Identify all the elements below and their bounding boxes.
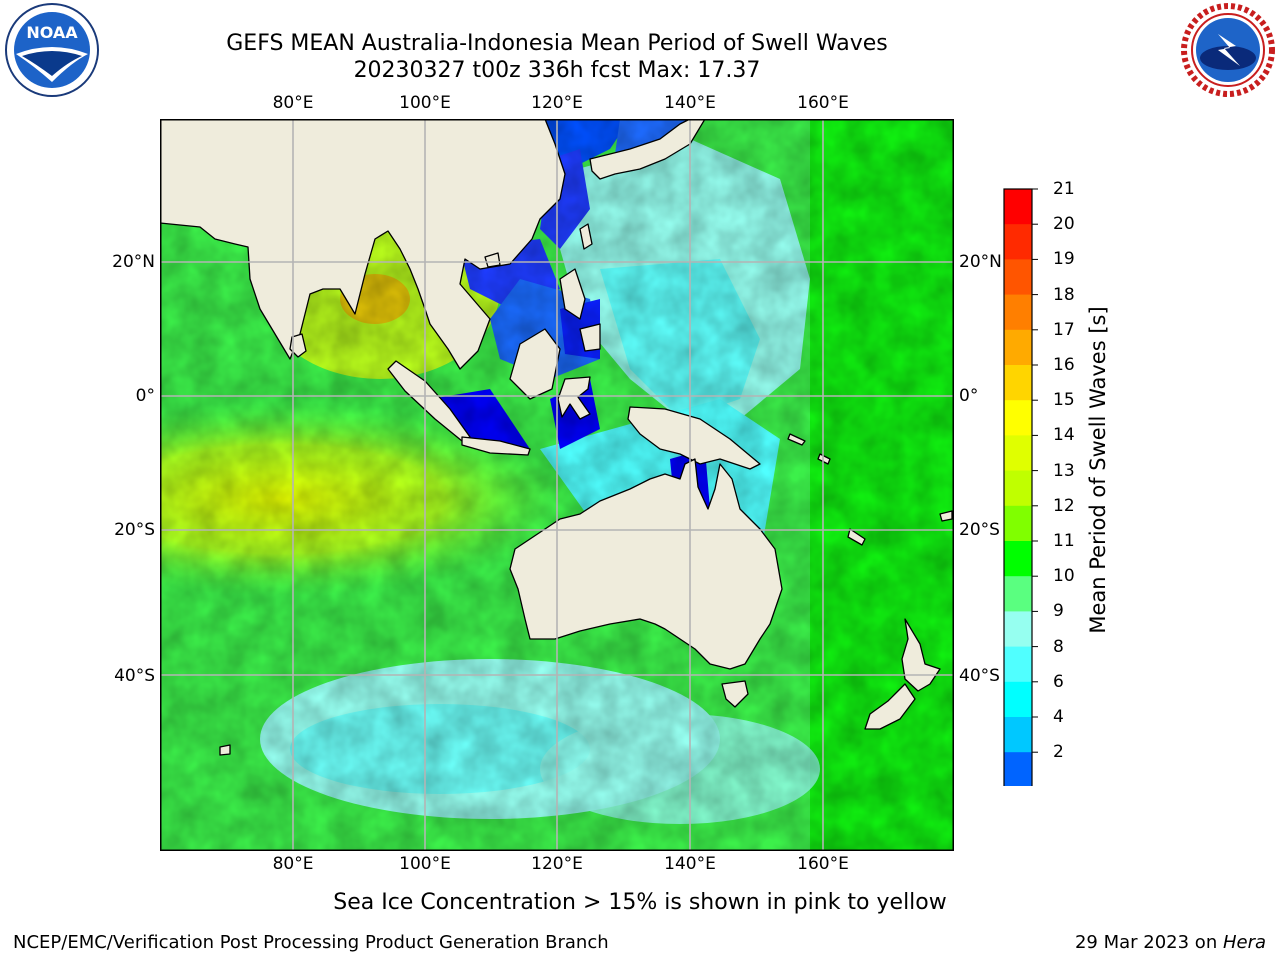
colorbar-outline xyxy=(1003,188,1033,786)
colorbar-segment xyxy=(1004,435,1032,472)
lat-tick-left-20s: 20°S xyxy=(114,520,155,540)
colorbar-segment xyxy=(1004,681,1032,718)
lon-tick-bottom-100e: 100°E xyxy=(399,854,451,874)
colorbar-tick-label: 18 xyxy=(1053,284,1075,305)
colorbar-segment xyxy=(1004,189,1032,225)
colorbar-tick-label: 9 xyxy=(1053,601,1064,622)
footer-date-text: 29 Mar 2023 on xyxy=(1074,932,1223,953)
colorbar-segment xyxy=(1004,611,1032,648)
lon-tick-top-140e: 140°E xyxy=(664,93,716,113)
colorbar-tick-label: 11 xyxy=(1053,531,1075,551)
lat-tick-right-20n: 20°N xyxy=(959,252,1002,272)
colorbar-tick-label: 19 xyxy=(1053,249,1075,270)
colorbar-segment xyxy=(1004,576,1032,612)
colorbar-tick-label: 12 xyxy=(1053,495,1075,516)
colorbar xyxy=(1003,188,1038,786)
lon-tick-top-80e: 80°E xyxy=(272,93,314,113)
colorbar-tick-label: 6 xyxy=(1053,671,1064,692)
footer-credit: NCEP/EMC/Verification Post Processing Pr… xyxy=(13,932,609,953)
colorbar-tick-label: 17 xyxy=(1053,319,1075,340)
lat-tick-right-40s: 40°S xyxy=(959,666,1000,686)
colorbar-segment xyxy=(1004,400,1032,436)
colorbar-segment xyxy=(1004,365,1032,401)
colorbar-tick-label: 15 xyxy=(1053,390,1075,411)
colorbar-tick-label: 10 xyxy=(1053,566,1075,587)
colorbar-segment xyxy=(1004,717,1032,753)
colorbar-tick-label: 4 xyxy=(1053,707,1064,727)
nws-logo xyxy=(1181,3,1275,97)
footer-date: 29 Mar 2023 on Hera xyxy=(1075,932,1266,953)
colorbar-segment xyxy=(1004,329,1032,366)
colorbar-label: Mean Period of Swell Waves [s] xyxy=(1086,306,1110,634)
colorbar-segment xyxy=(1004,224,1032,260)
swell-period-map xyxy=(160,119,954,851)
map-subtitle: 20230327 t00z 336h fcst Max: 17.37 xyxy=(353,58,761,83)
lat-tick-left-20n: 20°N xyxy=(112,252,155,272)
colorbar-segment xyxy=(1004,505,1032,542)
lon-tick-bottom-160e: 160°E xyxy=(797,854,849,874)
lat-tick-right-20s: 20°S xyxy=(959,520,1000,540)
lon-tick-bottom-140e: 140°E xyxy=(664,854,716,874)
lon-tick-bottom-80e: 80°E xyxy=(272,854,314,874)
lat-tick-right-0: 0° xyxy=(959,386,979,406)
colorbar-tick-label: 21 xyxy=(1053,179,1075,199)
svg-text:NOAA: NOAA xyxy=(26,23,78,42)
colorbar-segment xyxy=(1004,259,1032,296)
lon-tick-bottom-120e: 120°E xyxy=(531,854,583,874)
lat-tick-left-0: 0° xyxy=(135,386,155,406)
colorbar-tick-label: 13 xyxy=(1053,460,1075,481)
lat-tick-left-40s: 40°S xyxy=(114,666,155,686)
lon-tick-top-100e: 100°E xyxy=(399,93,451,113)
footer-machine: Hera xyxy=(1222,932,1266,953)
colorbar-segment xyxy=(1004,541,1032,577)
colorbar-tick-label: 14 xyxy=(1053,425,1075,446)
colorbar-segment xyxy=(1004,752,1032,786)
colorbar-segment xyxy=(1004,470,1032,507)
sea-ice-note-text: Sea Ice Concentration > 15% is shown in … xyxy=(333,890,947,915)
colorbar-tick-label: 20 xyxy=(1053,214,1075,235)
sea-ice-note: Sea Ice Concentration > 15% is shown in … xyxy=(0,890,1280,915)
colorbar-tick-label: 16 xyxy=(1053,355,1075,375)
colorbar-segment xyxy=(1004,294,1032,331)
colorbar-tick-label: 8 xyxy=(1053,636,1064,657)
lon-tick-top-120e: 120°E xyxy=(531,93,583,113)
lon-tick-top-160e: 160°E xyxy=(797,93,849,113)
colorbar-tick-label: 2 xyxy=(1053,742,1064,763)
noaa-logo: NOAA xyxy=(5,3,99,97)
map-title: GEFS MEAN Australia-Indonesia Mean Perio… xyxy=(226,31,888,56)
colorbar-segment xyxy=(1004,646,1032,683)
